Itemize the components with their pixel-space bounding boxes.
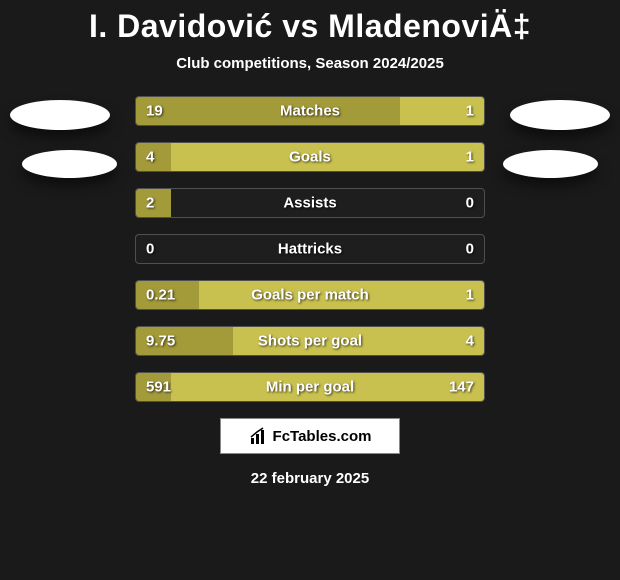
stat-label: Goals [289, 149, 331, 166]
stat-row: 591 147 Min per goal [135, 372, 485, 402]
stat-label: Goals per match [251, 287, 369, 304]
player1-badge-top [10, 100, 110, 130]
stat-row: 2 0 Assists [135, 188, 485, 218]
value-right: 4 [466, 333, 474, 350]
value-left: 19 [146, 103, 163, 120]
player1-badge-mid [22, 150, 117, 178]
comparison-area: 19 1 Matches 4 1 Goals 2 0 Assists 0 0 Hattricks 0.2… [0, 96, 620, 402]
brand-text: FcTables.com [273, 428, 372, 445]
value-right: 1 [466, 287, 474, 304]
stat-label: Min per goal [266, 379, 354, 396]
value-left: 0.21 [146, 287, 175, 304]
stat-row: 0 0 Hattricks [135, 234, 485, 264]
stat-label: Hattricks [278, 241, 342, 258]
value-left: 591 [146, 379, 171, 396]
brand-box[interactable]: FcTables.com [220, 418, 400, 454]
bar-left [136, 97, 400, 125]
stat-row: 19 1 Matches [135, 96, 485, 126]
date-text: 22 february 2025 [0, 470, 620, 487]
stat-row: 9.75 4 Shots per goal [135, 326, 485, 356]
value-right: 1 [466, 103, 474, 120]
player2-badge-top [510, 100, 610, 130]
value-right: 1 [466, 149, 474, 166]
player2-badge-mid [503, 150, 598, 178]
value-right: 0 [466, 241, 474, 258]
value-left: 0 [146, 241, 154, 258]
value-right: 0 [466, 195, 474, 212]
stat-row: 4 1 Goals [135, 142, 485, 172]
stat-row: 0.21 1 Goals per match [135, 280, 485, 310]
value-left: 4 [146, 149, 154, 166]
chart-icon [249, 426, 269, 446]
page-title: I. Davidović vs MladenoviÄ‡ [0, 0, 620, 45]
stat-label: Assists [283, 195, 336, 212]
value-left: 2 [146, 195, 154, 212]
stat-label: Matches [280, 103, 340, 120]
subtitle: Club competitions, Season 2024/2025 [0, 55, 620, 72]
stat-bars: 19 1 Matches 4 1 Goals 2 0 Assists 0 0 Hattricks 0.2… [135, 96, 485, 402]
value-right: 147 [449, 379, 474, 396]
value-left: 9.75 [146, 333, 175, 350]
stat-label: Shots per goal [258, 333, 362, 350]
